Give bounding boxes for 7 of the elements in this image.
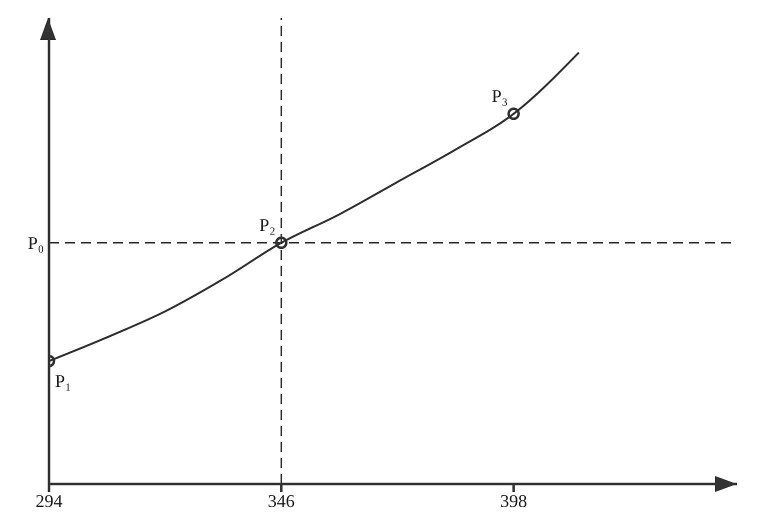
annotation: P₁ [55,371,72,392]
x-tick-label: 346 [268,490,295,511]
annotation: P₃ [492,86,508,106]
annotation: P₂ [259,214,276,235]
ref-line-label: P₀ [28,233,44,254]
x-tick-label: 294 [36,490,62,511]
x-tick-label: 398 [500,490,528,511]
